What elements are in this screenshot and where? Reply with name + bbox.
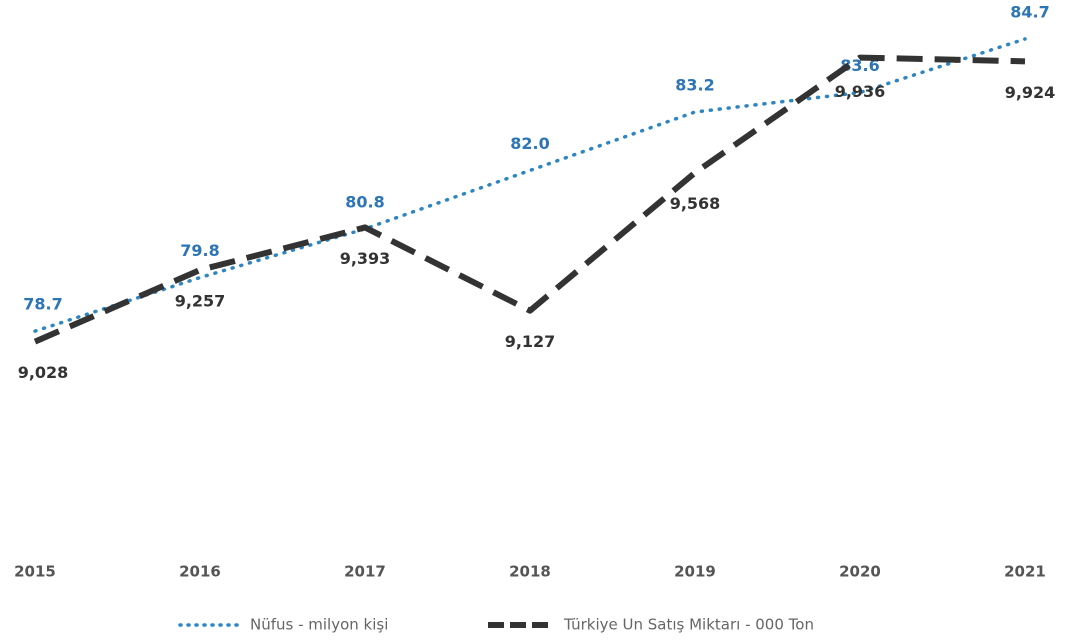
x-tick-label: 2019 [674, 563, 716, 581]
legend-label: Nüfus - milyon kişi [250, 616, 388, 634]
data-label: 83.2 [675, 76, 714, 95]
series-line [33, 54, 1026, 345]
series-line [33, 37, 1027, 333]
data-label: 9,127 [505, 332, 556, 351]
data-label: 82.0 [510, 134, 549, 153]
x-tick-label: 2021 [1004, 563, 1046, 581]
legend-label: Türkiye Un Satış Miktarı - 000 Ton [563, 616, 814, 634]
data-label: 84.7 [1010, 2, 1049, 21]
data-label: 9,568 [670, 194, 721, 213]
data-label: 79.8 [180, 241, 219, 260]
x-tick-label: 2018 [509, 563, 551, 581]
data-label: 9,393 [340, 249, 391, 268]
data-label: 9,924 [1005, 83, 1056, 102]
data-label: 9,257 [175, 291, 226, 310]
x-tick-label: 2015 [14, 563, 56, 581]
data-label: 80.8 [345, 192, 384, 211]
x-tick-label: 2017 [344, 563, 386, 581]
x-tick-label: 2016 [179, 563, 221, 581]
data-label: 9,028 [18, 363, 69, 382]
data-label: 78.7 [23, 295, 62, 314]
data-label: 9,936 [835, 82, 886, 101]
x-tick-label: 2020 [839, 563, 881, 581]
